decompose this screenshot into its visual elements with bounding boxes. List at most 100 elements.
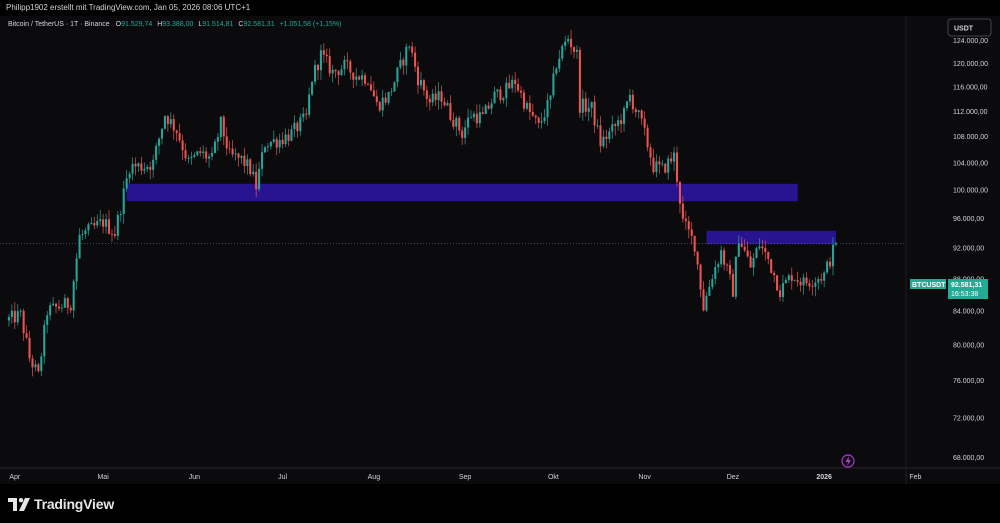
candle	[255, 163, 258, 197]
candle	[16, 304, 19, 326]
svg-text:Bitcoin / TetherUS · 1T · Bina: Bitcoin / TetherUS · 1T · Binance O91.52…	[8, 21, 341, 28]
candle	[19, 308, 22, 317]
candle	[240, 155, 243, 165]
candle	[502, 96, 505, 104]
candle	[590, 101, 593, 118]
price-chart[interactable]: 124.000,00 120.000,00 116.000,00 112.000,00…	[0, 16, 1000, 484]
candle	[131, 157, 134, 181]
candle	[740, 236, 743, 248]
candle	[587, 98, 590, 122]
candle	[767, 251, 770, 265]
candle	[428, 94, 431, 111]
candle	[790, 267, 793, 290]
candle	[570, 29, 573, 55]
candle	[57, 299, 61, 311]
candle	[299, 113, 302, 136]
candle	[22, 308, 25, 341]
price-tick-label: 92.000,00	[953, 245, 984, 252]
candle	[10, 304, 13, 324]
candle	[625, 100, 629, 111]
candle	[258, 161, 261, 192]
tradingview-logo[interactable]: TradingView	[8, 496, 114, 512]
candle	[743, 239, 746, 253]
candle	[334, 69, 337, 78]
candle	[758, 238, 761, 250]
lightning-icon[interactable]	[841, 454, 855, 468]
candle	[158, 137, 161, 155]
currency-button[interactable]: USDT	[947, 18, 992, 37]
candle	[60, 303, 63, 313]
candle	[693, 235, 696, 257]
time-tick-label: 2026	[816, 474, 832, 481]
chart-attribution: Philipp1902 erstellt mit TradingView.com…	[0, 0, 1000, 16]
candle	[781, 274, 784, 302]
candle	[431, 88, 434, 107]
candle	[752, 253, 755, 276]
candle	[246, 154, 249, 175]
price-tick-label: 112.000,00	[953, 109, 988, 116]
candle	[726, 263, 729, 271]
candle	[567, 34, 570, 45]
candle	[675, 146, 679, 187]
candle	[52, 296, 55, 307]
candle	[799, 277, 802, 292]
supply-zone-1[interactable]	[126, 183, 798, 202]
candle	[405, 43, 408, 75]
tradingview-logo-text: TradingView	[34, 496, 115, 512]
candle	[564, 35, 567, 51]
time-axis[interactable]: Apr Mai Jun Jul Aug Sep Okt Nov Dez 2026 Feb	[9, 474, 921, 481]
candle	[637, 109, 640, 119]
candle	[452, 112, 455, 130]
legend-high-label: H	[157, 21, 162, 28]
candle	[290, 125, 293, 142]
candle	[278, 133, 281, 154]
legend-change: +1.051,58 (+1,15%)	[280, 21, 342, 28]
candle	[602, 129, 605, 149]
candle	[652, 148, 655, 175]
candle	[87, 222, 90, 236]
legend-close: 92.581,31	[243, 21, 274, 28]
candle	[796, 271, 799, 287]
candle	[829, 257, 832, 270]
candle	[425, 85, 428, 107]
candle	[322, 43, 325, 63]
candle	[364, 72, 367, 87]
price-badge-symbol: BTCUSDT	[912, 282, 946, 289]
candle	[261, 144, 264, 177]
candle	[196, 150, 199, 157]
candle	[778, 284, 782, 302]
legend-low-label: L	[198, 21, 202, 28]
candle	[269, 141, 272, 150]
candle	[517, 78, 520, 93]
candle	[823, 270, 826, 288]
candle	[416, 61, 420, 94]
candle	[555, 67, 558, 76]
price-badge: BTCUSDT 92.581,31 16:53:38	[910, 279, 988, 299]
supply-zone-2[interactable]	[706, 230, 836, 245]
candle	[419, 71, 422, 89]
candle	[116, 210, 119, 241]
currency-button-label: USDT	[954, 26, 974, 33]
candle	[520, 85, 523, 98]
candle	[228, 140, 231, 154]
price-tick-label: 76.000,00	[953, 378, 984, 385]
candle	[202, 145, 205, 159]
candle	[414, 46, 417, 73]
candle	[493, 86, 496, 104]
candle	[72, 279, 75, 319]
candle	[243, 147, 246, 174]
candle	[293, 115, 296, 138]
candle	[455, 115, 458, 137]
candle	[599, 116, 602, 153]
candles-layer	[7, 29, 837, 377]
price-badge-countdown: 16:53:38	[951, 291, 978, 298]
candle	[411, 41, 414, 58]
candle	[346, 52, 349, 69]
price-tick-label: 84.000,00	[953, 309, 984, 316]
candle	[337, 69, 340, 85]
candle	[434, 85, 437, 106]
candle	[461, 126, 464, 145]
candle	[805, 272, 808, 286]
candle	[505, 77, 508, 107]
candle	[231, 140, 234, 158]
